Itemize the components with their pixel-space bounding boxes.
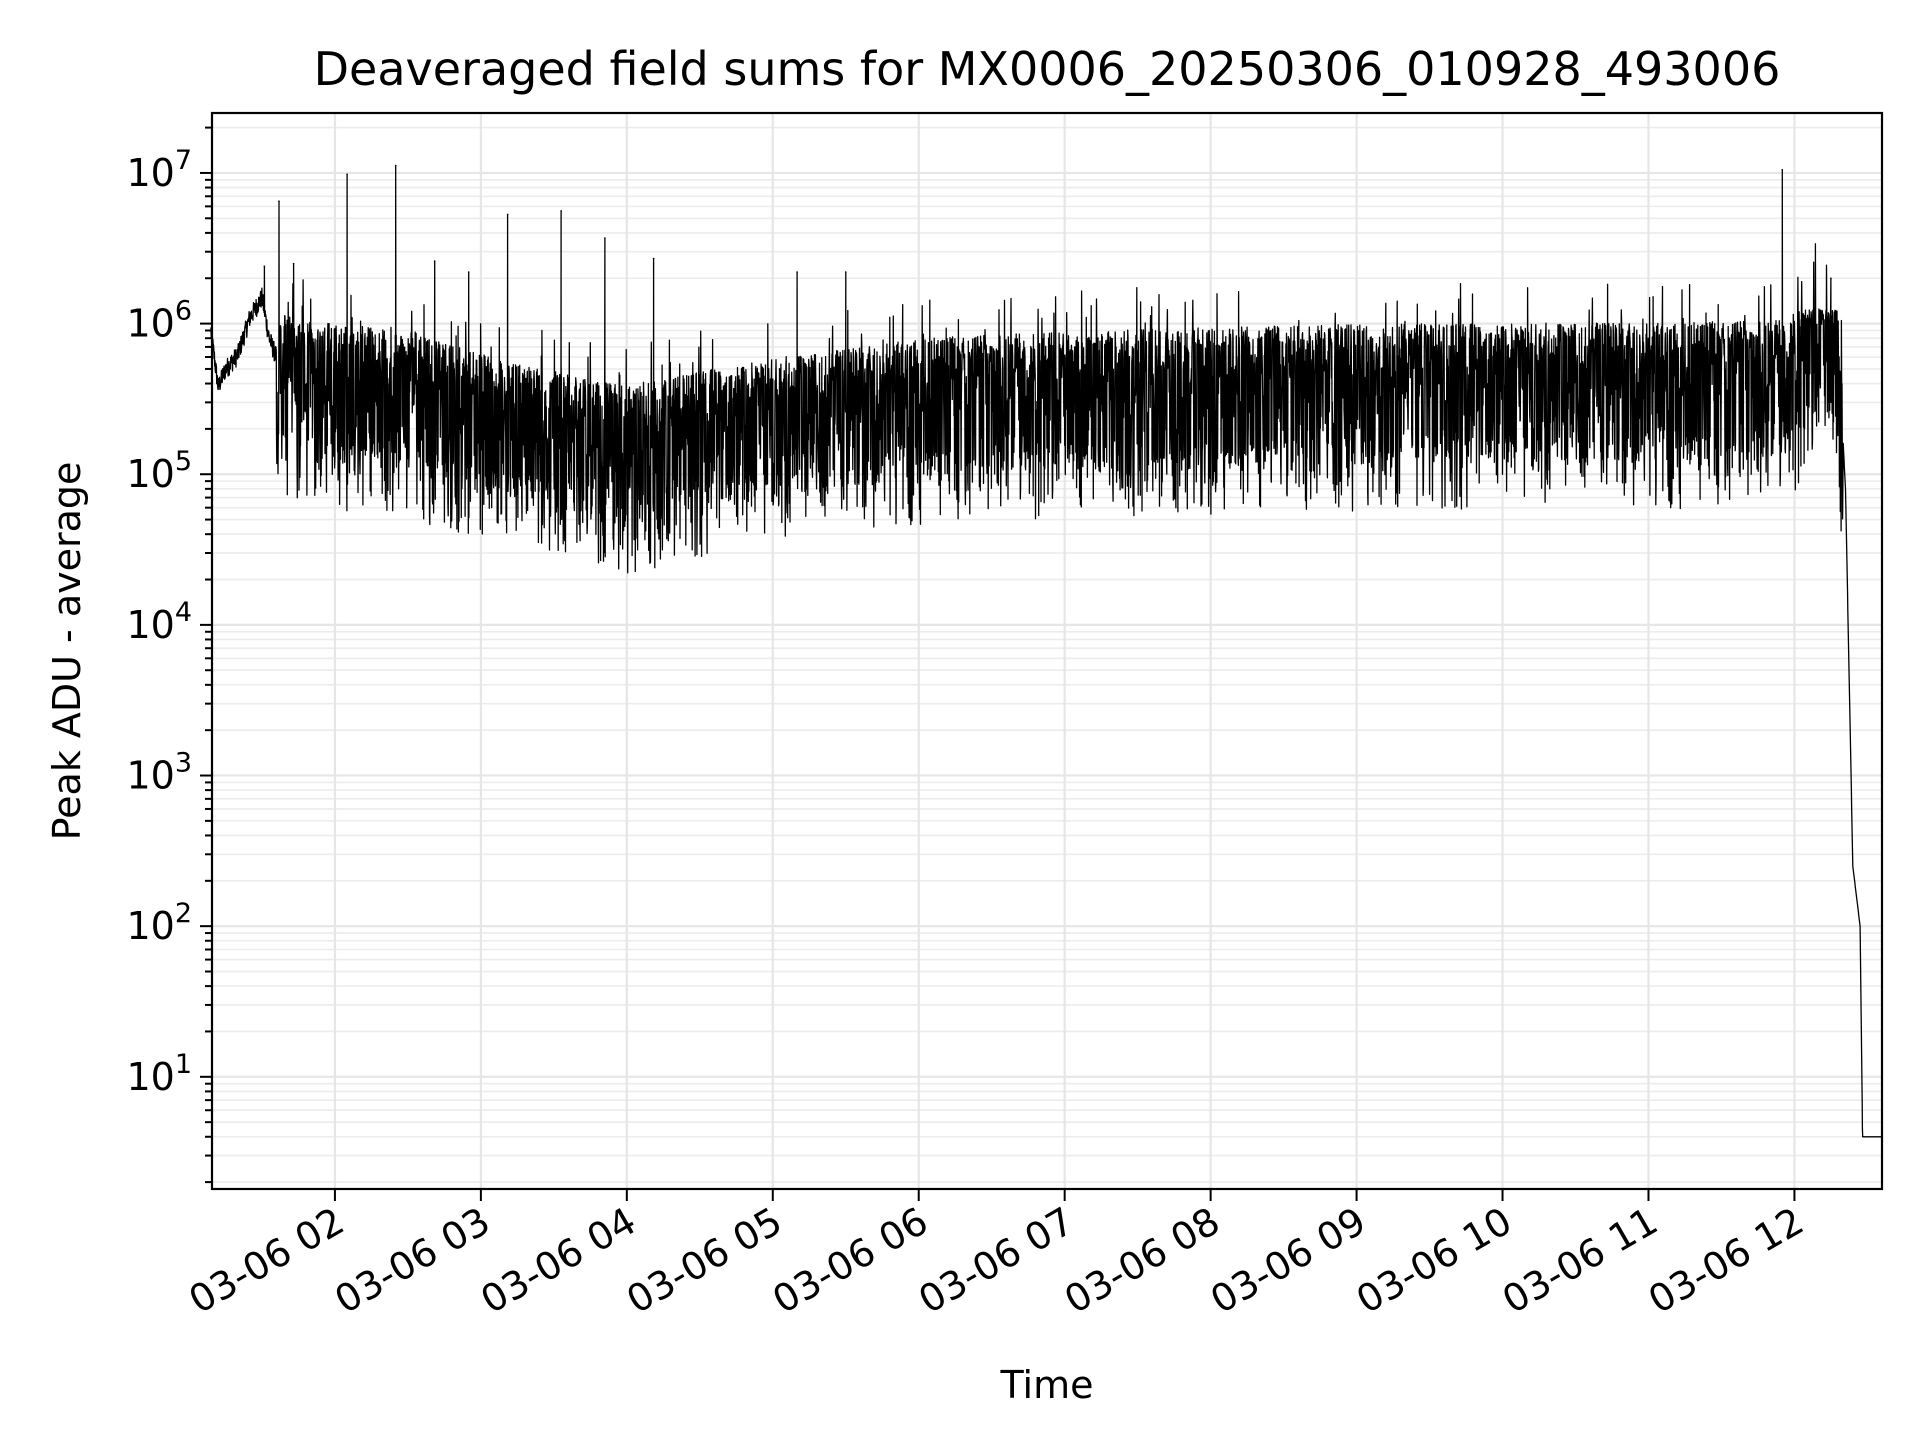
spike-point xyxy=(346,173,348,176)
spike-point xyxy=(433,260,436,262)
y-tick-label: 101 xyxy=(126,1049,192,1099)
spike-point xyxy=(844,271,847,273)
spike-point xyxy=(1830,277,1832,280)
y-tick-label: 105 xyxy=(126,446,192,496)
x-axis-label: Time xyxy=(1000,1363,1094,1407)
spike-point xyxy=(467,271,470,273)
spike-point xyxy=(1781,168,1784,171)
spike-point xyxy=(560,210,562,212)
spike-point xyxy=(278,200,280,202)
chart-title: Deaveraged field sums for MX0006_2025030… xyxy=(314,42,1781,96)
spike-point xyxy=(796,271,798,273)
grid xyxy=(212,113,1882,1189)
series-line xyxy=(210,164,1883,1138)
spike-point xyxy=(394,164,397,167)
spike-point xyxy=(652,257,655,260)
y-tick-label: 102 xyxy=(126,898,192,948)
series-area xyxy=(210,164,1883,1138)
y-tick-label: 107 xyxy=(126,145,192,195)
y-tick-label: 103 xyxy=(126,748,192,798)
spike-point xyxy=(263,265,266,268)
plot-frame xyxy=(210,111,1884,1191)
y-axis-label: Peak ADU - average xyxy=(45,462,89,841)
spike-point xyxy=(506,213,509,216)
spike-point xyxy=(292,262,295,265)
spike-point xyxy=(604,237,606,239)
y-tick-label: 106 xyxy=(126,296,192,346)
y-tick-label: 104 xyxy=(126,597,192,647)
